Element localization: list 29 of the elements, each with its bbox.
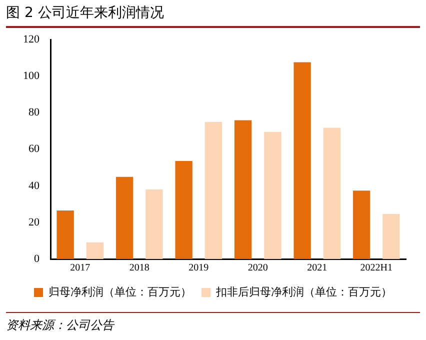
x-tick-label: 2018	[129, 262, 150, 274]
bar	[234, 120, 252, 259]
legend-label: 归母净利润（单位：百万元）	[48, 286, 192, 299]
bar	[323, 128, 341, 259]
bar	[146, 189, 163, 259]
y-tick-label: 60	[28, 143, 40, 156]
x-tick-label: 2020	[248, 262, 268, 274]
x-tick-label: 2017	[70, 262, 90, 274]
bar	[382, 214, 400, 259]
bar	[86, 242, 104, 259]
bar	[294, 62, 311, 259]
y-tick-label: 100	[23, 70, 40, 82]
y-tick-label: 0	[34, 252, 40, 265]
bar	[204, 122, 222, 259]
x-tick-label: 2021	[307, 262, 328, 274]
text: 资料来源：公司公告	[6, 312, 420, 334]
bar	[116, 176, 134, 259]
y-tick-label: 120	[23, 33, 40, 46]
x-tick-label: 2022H1	[360, 262, 392, 274]
legend-label: 扣非后归母净利润（单位：百万元）	[215, 286, 392, 299]
bar	[264, 132, 282, 259]
y-tick-label: 20	[28, 216, 40, 228]
x-tick-label: 2019	[188, 262, 209, 274]
y-tick-label: 80	[28, 106, 40, 119]
y-tick-label: 40	[28, 180, 40, 192]
bar	[175, 161, 192, 259]
bar	[56, 210, 74, 259]
bar	[352, 190, 370, 259]
chart-title: 图 2 公司近年来利润情况	[6, 4, 420, 28]
